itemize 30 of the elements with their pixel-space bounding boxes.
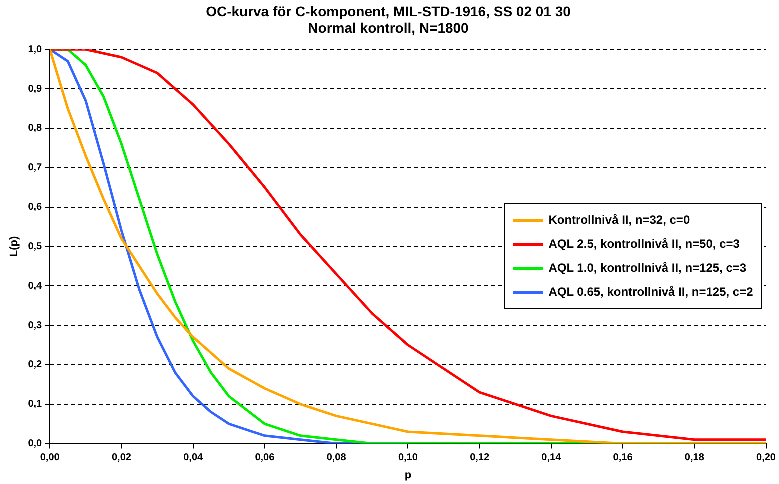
x-tick-label: 0,02 — [112, 452, 132, 464]
x-tick-label: 0,06 — [255, 452, 276, 464]
x-axis-title: p — [404, 469, 412, 482]
legend-label: Kontrollnivå II, n=32, c=0 — [548, 213, 690, 228]
y-tick-label: 0,5 — [28, 241, 43, 252]
y-tick-label: 0,3 — [28, 320, 43, 332]
y-tick-label: 0,6 — [28, 202, 43, 214]
x-tick-label: 0,10 — [398, 452, 418, 464]
y-tick-label: 0,2 — [28, 360, 43, 371]
legend-label: AQL 1.0, kontrollnivå II, n=125, c=3 — [548, 261, 747, 276]
x-tick-label: 0,08 — [326, 452, 347, 464]
x-tick-label: 0,04 — [184, 452, 204, 464]
chart-title: OC-kurva för C-komponent, MIL-STD-1916, SS 02 01 30 — [206, 3, 572, 20]
y-tick-label: 1,0 — [28, 44, 43, 56]
legend-label: AQL 2.5, kontrollnivå II, n=50, c=3 — [548, 237, 740, 252]
x-tick-label: 0,16 — [613, 452, 634, 464]
x-tick-label: 0,20 — [756, 452, 776, 464]
y-axis-title: L(p) — [8, 236, 21, 258]
y-tick-label: 0,8 — [28, 123, 43, 134]
y-tick-label: 0,9 — [28, 84, 43, 95]
x-tick-label: 0,00 — [40, 452, 60, 464]
x-tick-label: 0,14 — [542, 452, 562, 464]
y-tick-label: 0,1 — [28, 399, 43, 410]
y-tick-label: 0,0 — [28, 438, 43, 450]
x-tick-label: 0,12 — [470, 452, 490, 464]
y-tick-label: 0,4 — [28, 280, 43, 292]
y-tick-label: 0,7 — [28, 162, 43, 174]
legend-label: AQL 0.65, kontrollnivå II, n=125, c=2 — [548, 285, 754, 300]
chart-subtitle: Normal kontroll, N=1800 — [308, 20, 470, 36]
x-tick-label: 0,18 — [684, 452, 705, 464]
